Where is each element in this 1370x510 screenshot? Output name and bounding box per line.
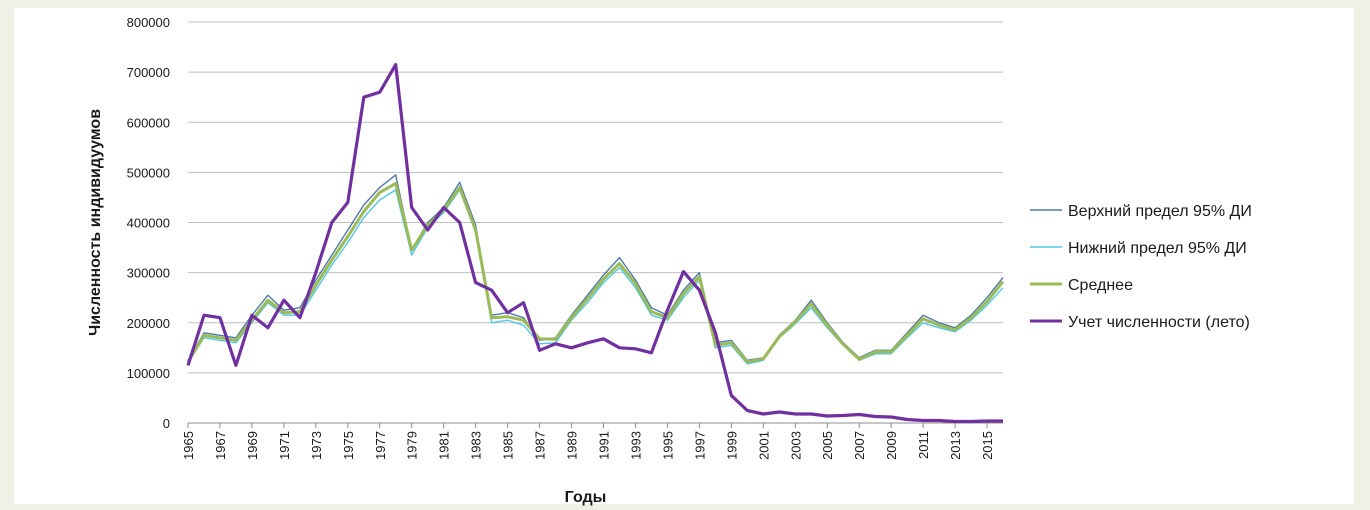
x-tick-label: 2001 — [756, 431, 771, 460]
x-tick-label: 2005 — [820, 431, 835, 460]
legend-label: Учет численности (лето) — [1068, 314, 1250, 331]
x-tick-label: 1965 — [181, 431, 196, 460]
series-line — [186, 181, 1005, 364]
x-tick-label: 2003 — [788, 431, 803, 460]
x-tick-label: 1997 — [692, 431, 707, 460]
y-tick-label: 300000 — [127, 266, 170, 281]
y-tick-label: 500000 — [127, 165, 170, 180]
x-tick-label: 2013 — [948, 431, 963, 460]
x-tick-label: 2015 — [980, 431, 995, 460]
y-tick-label: 700000 — [127, 65, 170, 80]
x-axis-title: Годы — [565, 489, 607, 506]
x-tick-label: 2007 — [852, 431, 867, 460]
x-tick-label: 1969 — [245, 431, 260, 460]
y-tick-label: 600000 — [127, 115, 170, 130]
x-tick-label: 1991 — [596, 431, 611, 460]
y-tick-label: 800000 — [127, 15, 170, 30]
x-tick-label: 1971 — [277, 431, 292, 460]
x-tick-label: 1989 — [565, 431, 580, 460]
x-tick-label: 1999 — [724, 431, 739, 460]
x-tick-label: 1979 — [405, 431, 420, 460]
x-tick-label: 1975 — [341, 431, 356, 460]
x-tick-label: 1983 — [469, 431, 484, 460]
x-tick-label: 1977 — [373, 431, 388, 460]
series-line — [186, 62, 1003, 424]
x-tick-label: 1973 — [309, 431, 324, 460]
y-tick-label: 0 — [163, 416, 170, 431]
y-tick-label: 100000 — [127, 366, 170, 381]
x-tick-label: 2011 — [916, 431, 931, 459]
y-axis-title: Численность индивидуумов — [87, 109, 104, 336]
legend-label: Нижний предел 95% ДИ — [1068, 240, 1247, 257]
y-tick-label: 200000 — [127, 316, 170, 331]
y-tick-label: 400000 — [127, 216, 170, 231]
x-tick-label: 1987 — [533, 431, 548, 460]
x-tick-label: 1985 — [501, 431, 516, 460]
x-tick-label: 1967 — [213, 431, 228, 460]
x-tick-label: 1981 — [437, 431, 452, 460]
x-tick-label: 1993 — [628, 431, 643, 460]
legend-label: Среднее — [1068, 277, 1133, 294]
x-tick-label: 1995 — [660, 431, 675, 460]
plot-background — [14, 8, 1354, 504]
x-tick-label: 2009 — [884, 431, 899, 460]
legend-label: Верхний предел 95% ДИ — [1068, 203, 1252, 220]
